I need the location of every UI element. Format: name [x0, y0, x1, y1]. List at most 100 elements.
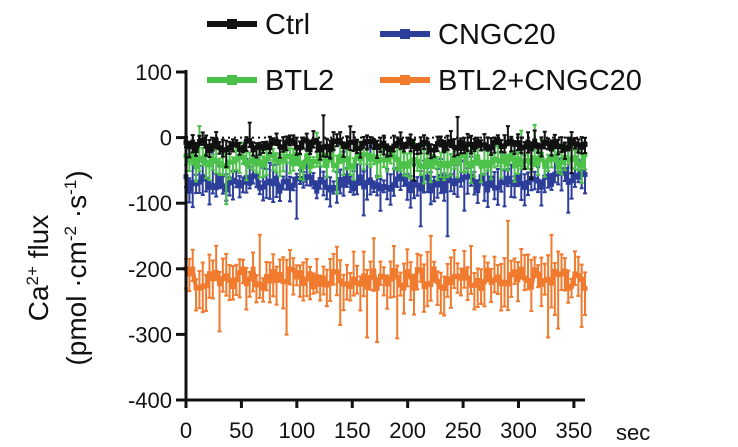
data-point — [488, 279, 494, 285]
data-point — [398, 173, 404, 179]
data-point — [186, 158, 192, 164]
legend-item: CNGC20 — [380, 19, 556, 51]
data-point — [431, 157, 437, 163]
data-point — [448, 160, 454, 166]
data-point — [424, 174, 430, 180]
data-point — [337, 153, 343, 159]
data-point — [203, 159, 209, 165]
data-point — [572, 172, 578, 178]
data-point — [538, 281, 544, 287]
data-point — [284, 139, 290, 145]
data-point — [471, 282, 477, 288]
data-point — [424, 140, 430, 146]
data-point — [294, 144, 300, 150]
data-point — [277, 188, 283, 194]
data-point — [532, 138, 538, 144]
data-point — [294, 274, 300, 280]
data-point — [445, 141, 451, 147]
data-point — [253, 161, 259, 167]
data-point — [455, 145, 461, 151]
data-point — [548, 280, 554, 286]
x-tick-label: 250 — [445, 418, 482, 443]
data-point — [485, 187, 491, 193]
data-point — [267, 145, 273, 151]
data-point — [290, 267, 296, 273]
data-point — [247, 180, 253, 186]
data-point — [418, 142, 424, 148]
data-point — [324, 184, 330, 190]
data-point — [220, 147, 226, 153]
data-point — [206, 271, 212, 277]
data-point — [562, 146, 568, 152]
data-point — [508, 138, 514, 144]
data-point — [284, 178, 290, 184]
data-point — [277, 144, 283, 150]
data-point — [320, 144, 326, 150]
data-point — [525, 179, 531, 185]
data-point — [314, 159, 320, 165]
data-point — [445, 276, 451, 282]
data-point — [391, 268, 397, 274]
data-point — [512, 181, 518, 187]
data-point — [461, 174, 467, 180]
data-point — [270, 152, 276, 158]
data-point — [491, 139, 497, 145]
data-point — [565, 179, 571, 185]
legend-label: BTL2+CNGC20 — [438, 65, 642, 97]
data-point — [223, 147, 229, 153]
x-tick-label: 100 — [278, 418, 315, 443]
data-point — [388, 186, 394, 192]
data-point — [250, 266, 256, 272]
data-point — [538, 184, 544, 190]
data-point — [253, 145, 259, 151]
data-point — [304, 174, 310, 180]
x-axis-unit-label: sec — [616, 420, 650, 445]
data-point — [448, 280, 454, 286]
data-point — [441, 188, 447, 194]
data-point — [320, 179, 326, 185]
data-point — [274, 175, 280, 181]
data-point — [200, 283, 206, 289]
data-point — [431, 180, 437, 186]
data-point — [331, 162, 337, 168]
data-point — [538, 143, 544, 149]
data-point — [401, 161, 407, 167]
data-point — [361, 184, 367, 190]
data-point — [237, 270, 243, 276]
data-point — [512, 163, 518, 169]
data-point — [384, 145, 390, 151]
data-point — [190, 139, 196, 145]
data-point — [213, 137, 219, 143]
data-point — [579, 163, 585, 169]
data-point — [505, 175, 511, 181]
data-point — [367, 139, 373, 145]
data-point — [381, 157, 387, 163]
data-point — [374, 145, 380, 151]
data-point — [361, 141, 367, 147]
data-point — [253, 173, 259, 179]
data-point — [377, 273, 383, 279]
data-point — [528, 146, 534, 152]
data-point — [508, 151, 514, 157]
data-point — [304, 153, 310, 159]
data-point — [441, 160, 447, 166]
data-point — [280, 145, 286, 151]
x-tick-label: 50 — [229, 418, 253, 443]
data-point — [381, 140, 387, 146]
data-point — [186, 144, 192, 150]
data-point — [408, 159, 414, 165]
data-point — [344, 281, 350, 287]
data-point — [505, 161, 511, 167]
data-point — [250, 173, 256, 179]
data-point — [475, 278, 481, 284]
data-point — [351, 139, 357, 145]
data-point — [388, 276, 394, 282]
data-point — [384, 157, 390, 163]
legend-item: BTL2 — [207, 65, 334, 97]
data-point — [522, 184, 528, 190]
data-point — [552, 171, 558, 177]
data-point — [223, 273, 229, 279]
data-point — [230, 141, 236, 147]
legend-item: Ctrl — [207, 9, 310, 41]
x-tick-label: 200 — [389, 418, 426, 443]
